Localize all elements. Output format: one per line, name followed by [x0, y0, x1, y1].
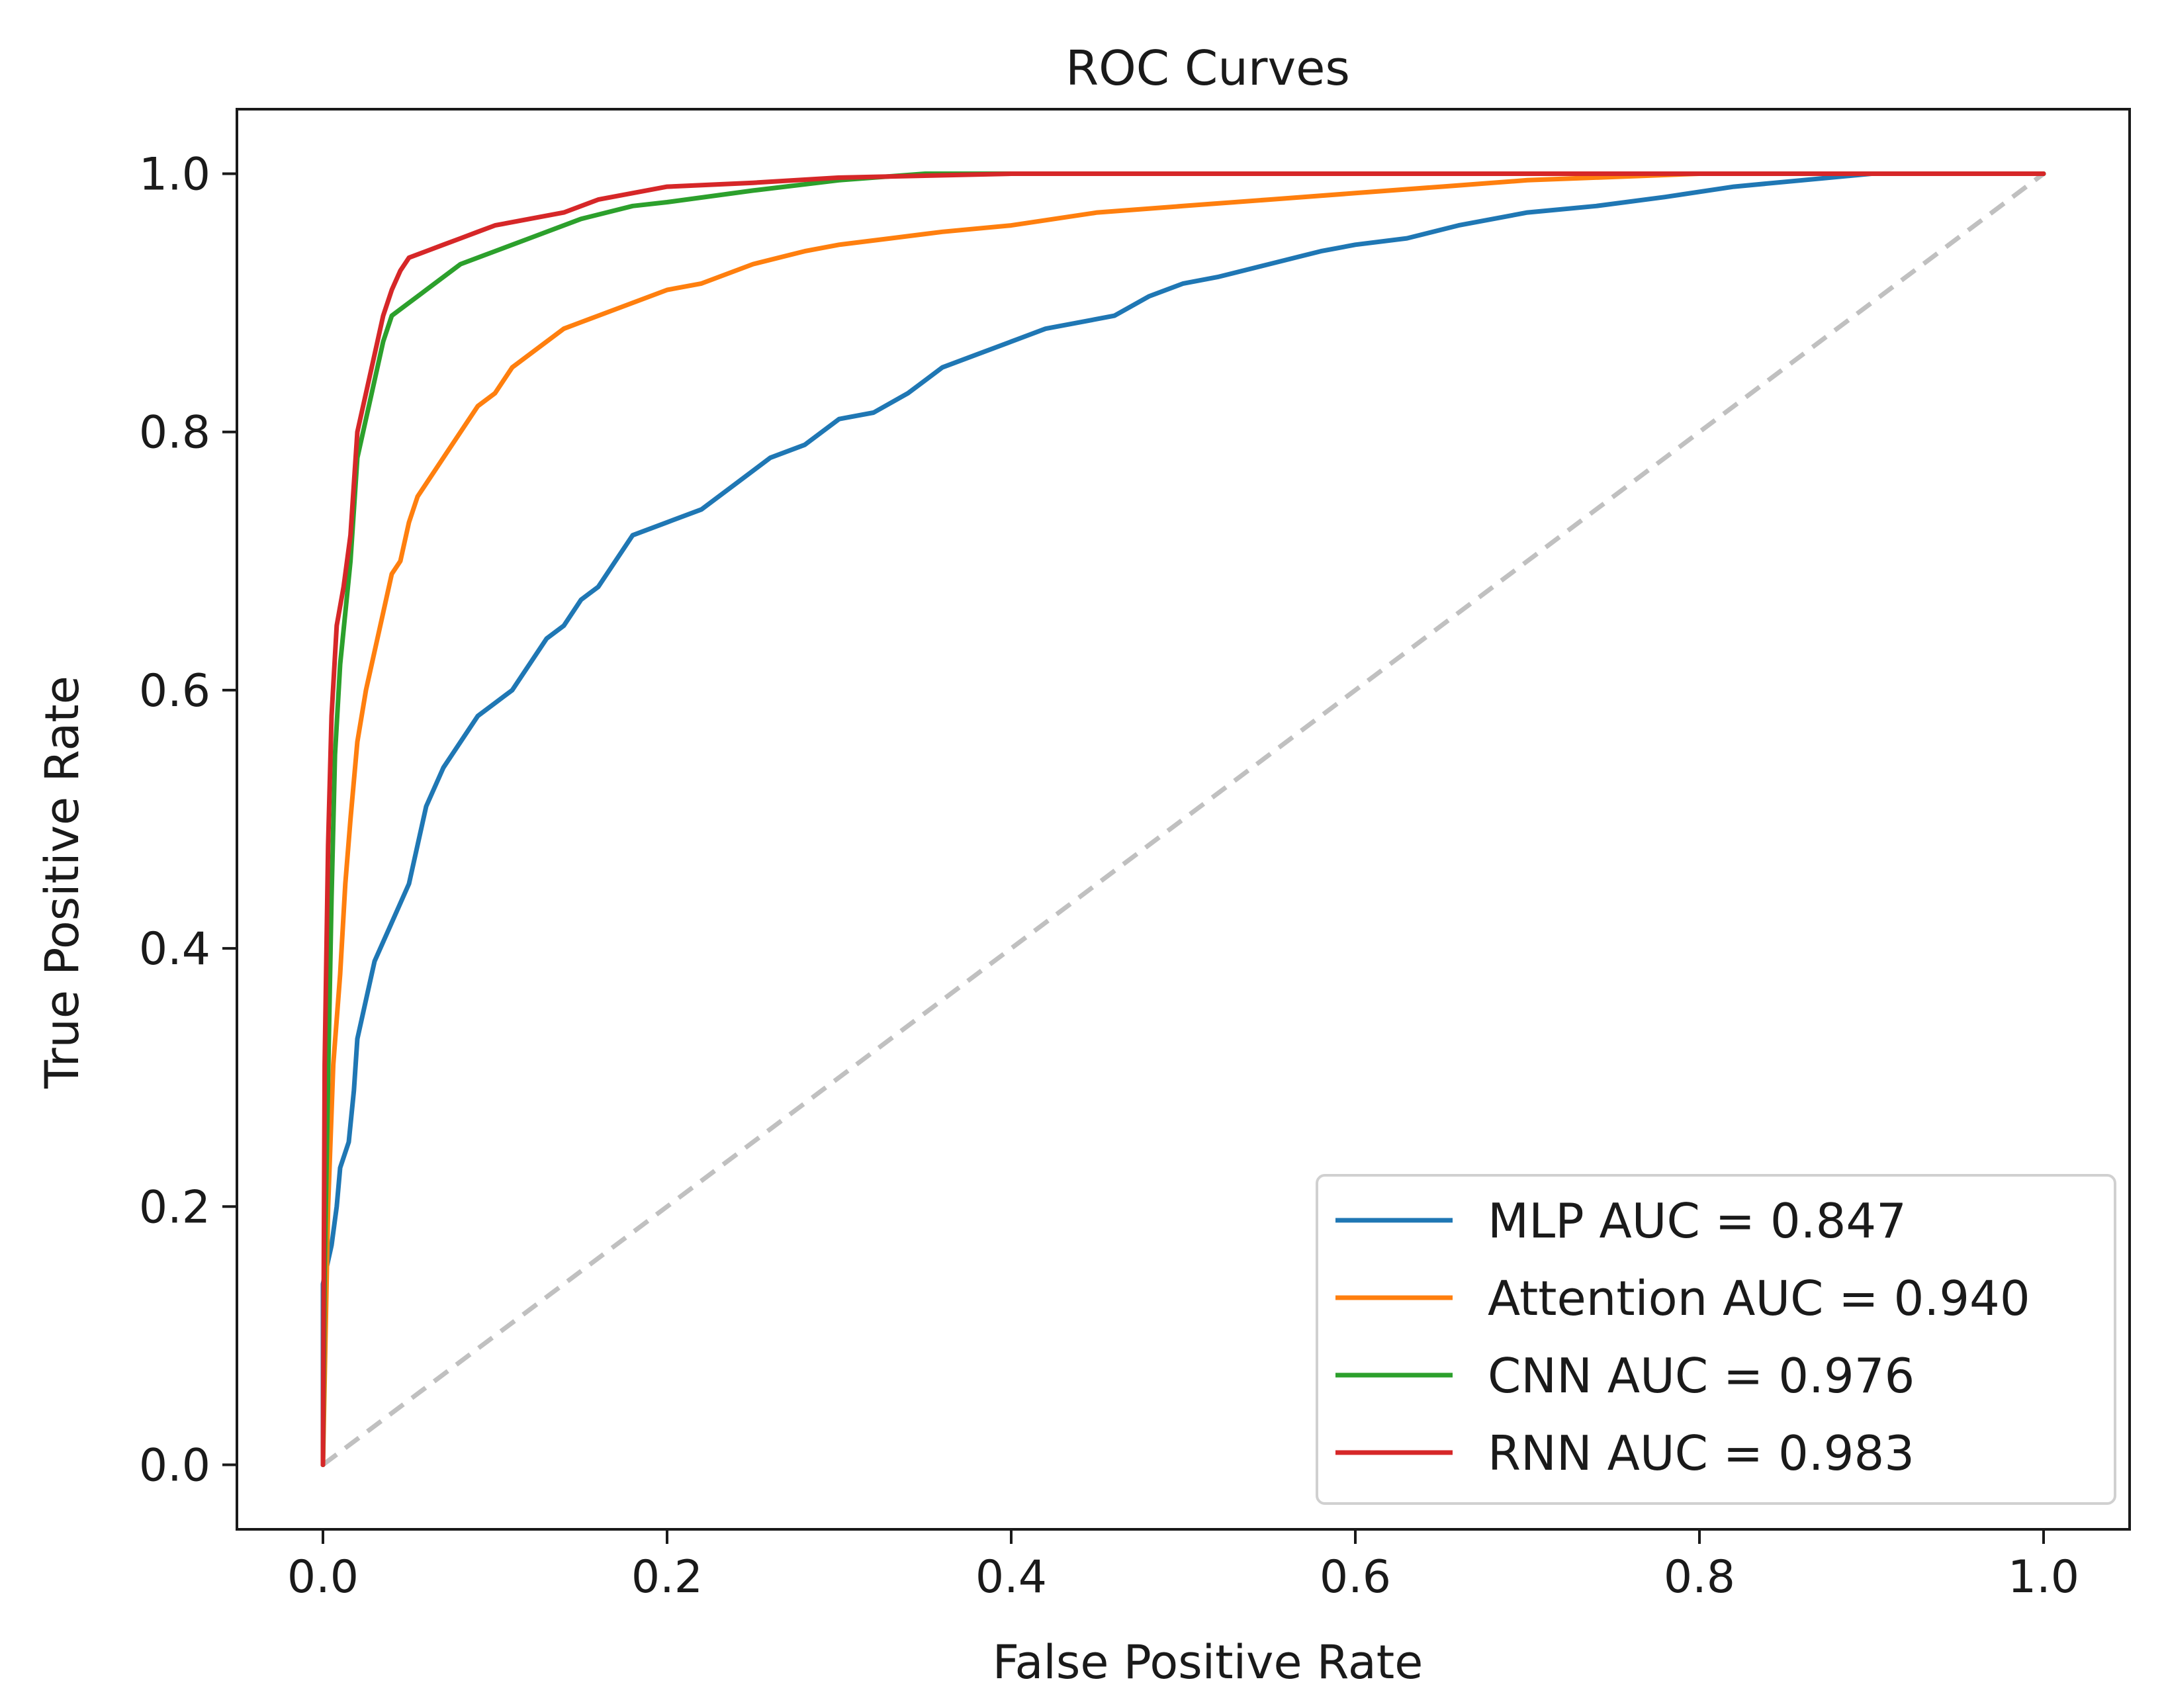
y-tick-label-4: 0.8	[139, 407, 210, 459]
y-tick-label-2: 0.4	[139, 923, 210, 975]
series-line-1	[320, 171, 2046, 1467]
x-tick-label-2: 0.4	[975, 1551, 1047, 1603]
x-tick-label-0: 0.0	[287, 1551, 359, 1603]
y-tick-label-5: 1.0	[139, 149, 210, 201]
legend-label-0: MLP AUC = 0.847	[1488, 1193, 1907, 1249]
x-tick-label-3: 0.6	[1320, 1551, 1391, 1603]
x-tick-label-5: 1.0	[2008, 1551, 2079, 1603]
series-line-0	[320, 171, 2046, 1467]
y-tick-label-3: 0.6	[139, 665, 210, 717]
legend: MLP AUC = 0.847 Attention AUC = 0.940 CNN …	[1316, 1174, 2116, 1505]
diagonal-reference-line	[321, 171, 2046, 1467]
y-tick-label-0: 0.0	[139, 1439, 210, 1492]
series-line-3	[320, 171, 2046, 1467]
y-tick-label-1: 0.2	[139, 1181, 210, 1234]
chart-title: ROC Curves	[1065, 40, 1350, 96]
axes-frame	[236, 108, 2131, 1531]
series-line-2	[320, 171, 2046, 1467]
legend-label-3: RNN AUC = 0.983	[1488, 1425, 1915, 1481]
legend-label-2: CNN AUC = 0.976	[1488, 1348, 1915, 1404]
x-axis-label: False Positive Rate	[993, 1635, 1423, 1689]
plot-area: 0.0 0.2 0.4 0.6 0.8 1.0 0.0 0.2 0.4 0.6 0.8 1.0	[139, 108, 2131, 1603]
legend-box	[1316, 1174, 2116, 1505]
x-tick-label-1: 0.2	[631, 1551, 703, 1603]
legend-label-1: Attention AUC = 0.940	[1488, 1271, 2030, 1326]
y-axis-label: True Positive Rate	[35, 676, 89, 1089]
x-tick-label-4: 0.8	[1664, 1551, 1735, 1603]
